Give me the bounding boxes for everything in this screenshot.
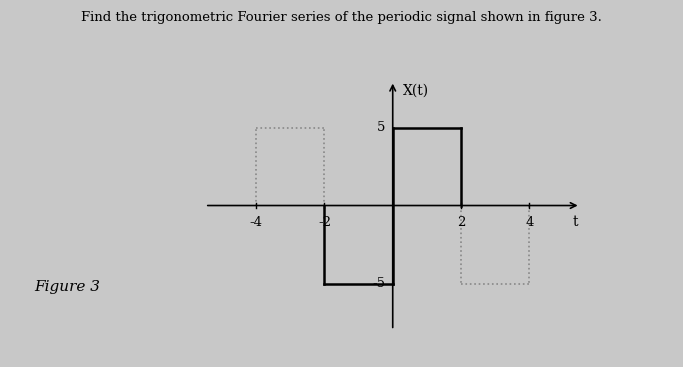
Text: -2: -2 — [318, 217, 331, 229]
Text: -5: -5 — [372, 277, 385, 290]
Text: X(t): X(t) — [403, 84, 429, 98]
Text: t: t — [572, 215, 579, 229]
Text: 2: 2 — [457, 217, 465, 229]
Text: Figure 3: Figure 3 — [34, 280, 100, 294]
Text: -4: -4 — [249, 217, 263, 229]
Text: Find the trigonometric Fourier series of the periodic signal shown in figure 3.: Find the trigonometric Fourier series of… — [81, 11, 602, 24]
Text: 5: 5 — [377, 121, 385, 134]
Text: 4: 4 — [525, 217, 533, 229]
